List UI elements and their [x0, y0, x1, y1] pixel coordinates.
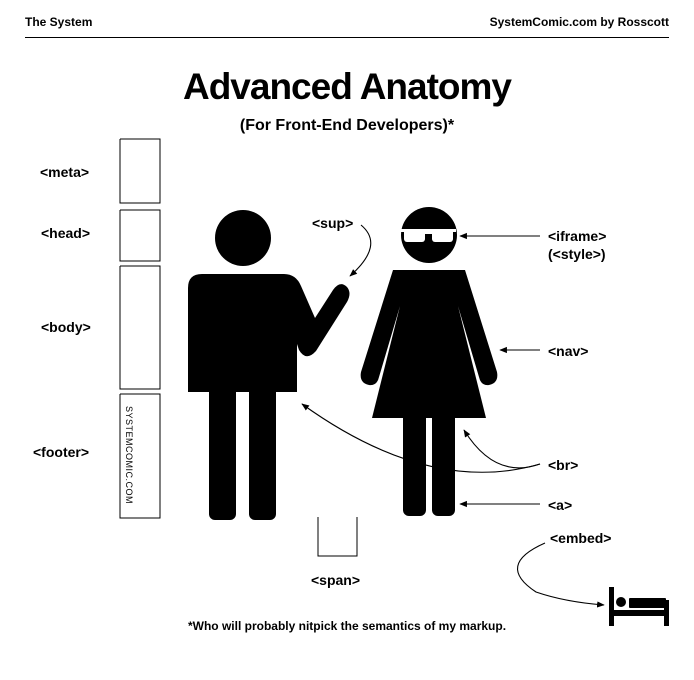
header-divider [25, 37, 669, 38]
label-a: <a> [548, 497, 573, 513]
label-embed: <embed> [550, 530, 612, 546]
comic-subtitle: (For Front-End Developers)* [239, 117, 455, 134]
span-bracket [317, 517, 358, 557]
body-bracket [119, 265, 161, 390]
comic-credit: SystemComic.com by Rosscott [489, 15, 669, 29]
label-iframe: <iframe> [548, 228, 607, 244]
label-br: <br> [548, 457, 579, 473]
label-meta: <meta> [40, 164, 90, 180]
comic-series-title: The System [25, 15, 93, 29]
sup-arrow [349, 224, 372, 277]
comic-title: Advanced Anatomy [182, 66, 512, 107]
label-head: <head> [41, 225, 91, 241]
label-style: (<style>) [548, 246, 606, 262]
br-arrow-to-man [301, 403, 541, 473]
br-arrow-to-woman [463, 429, 541, 469]
man-figure-icon [188, 210, 350, 520]
label-sup: <sup> [312, 215, 354, 231]
footer-watermark-text: SYSTEMCOMIC.COM [124, 406, 134, 504]
woman-figure-icon [360, 207, 498, 516]
label-span: <span> [311, 572, 361, 588]
label-footer: <footer> [33, 444, 90, 460]
bed-icon [609, 587, 669, 626]
embed-arrow [517, 542, 605, 608]
footer-bracket [119, 393, 161, 519]
sunglasses-icon [401, 229, 456, 242]
meta-bracket [119, 138, 161, 204]
footnote: *Who will probably nitpick the semantics… [187, 619, 507, 633]
head-bracket [119, 209, 161, 262]
label-nav: <nav> [548, 343, 589, 359]
label-body: <body> [41, 319, 91, 335]
